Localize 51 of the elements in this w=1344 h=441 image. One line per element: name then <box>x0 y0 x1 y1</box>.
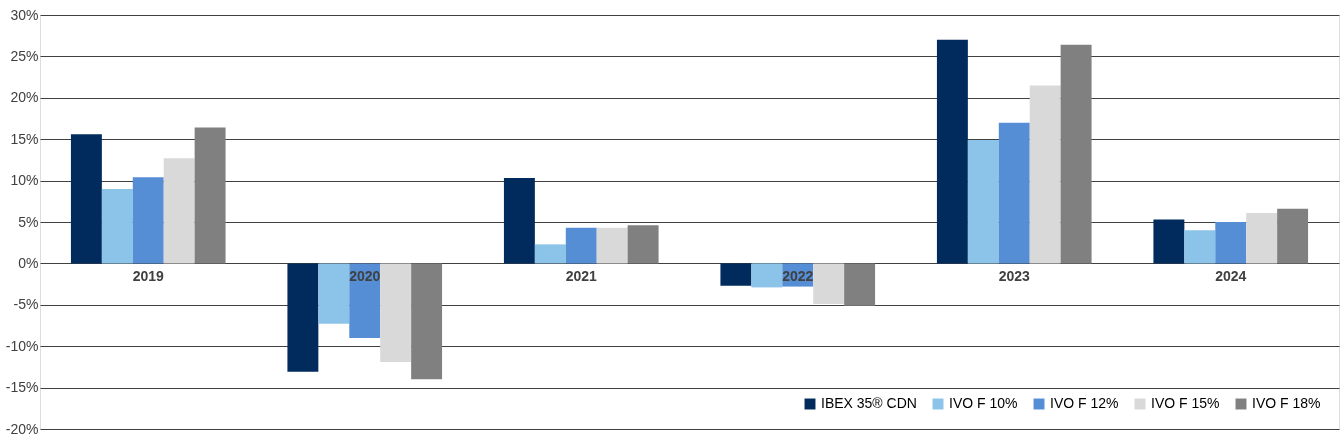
y-tick-label: 20% <box>10 89 39 106</box>
bar <box>287 263 319 372</box>
bar <box>720 263 752 286</box>
bar <box>503 178 535 264</box>
bar <box>627 225 659 264</box>
bar <box>534 244 566 264</box>
bar <box>349 263 381 338</box>
bar <box>596 227 628 264</box>
x-tick-label: 2020 <box>349 268 381 285</box>
y-tick-label: 15% <box>10 130 39 147</box>
bar <box>813 263 845 304</box>
x-tick-label: 2021 <box>565 268 598 285</box>
bar <box>1215 222 1247 264</box>
bar <box>1029 85 1061 264</box>
bar <box>1184 230 1216 264</box>
bar <box>101 188 133 264</box>
bar <box>1153 219 1185 264</box>
y-tick-label: -20% <box>5 420 39 437</box>
legend-label: IVO F 10% <box>949 395 1018 411</box>
bar <box>1060 44 1092 264</box>
bar <box>844 263 876 306</box>
bar <box>163 158 195 264</box>
x-tick-label: 2019 <box>132 268 165 285</box>
bar <box>998 122 1030 264</box>
legend-label: IBEX 35® CDN <box>821 395 917 411</box>
legend-label: IVO F 15% <box>1151 395 1220 411</box>
x-tick-label: 2024 <box>1215 268 1247 285</box>
bar <box>967 140 999 264</box>
bar <box>70 134 102 264</box>
bar <box>380 263 412 362</box>
y-tick-label: 25% <box>10 47 39 64</box>
y-tick-label: 30% <box>10 6 39 23</box>
bar <box>194 127 226 264</box>
bar <box>1246 212 1278 264</box>
bar <box>936 39 968 264</box>
bar <box>751 263 783 288</box>
y-tick-label: -10% <box>5 337 39 354</box>
x-tick-label: 2023 <box>998 268 1031 285</box>
y-tick-label: -5% <box>13 296 39 313</box>
bar <box>318 263 350 324</box>
legend-label: IVO F 18% <box>1252 395 1321 411</box>
bar <box>1277 208 1309 264</box>
y-tick-label: 10% <box>10 172 39 189</box>
bar <box>132 177 164 264</box>
bar <box>411 263 443 380</box>
legend-label: IVO F 12% <box>1050 395 1119 411</box>
y-tick-label: 0% <box>18 254 39 271</box>
y-tick-label: -15% <box>5 379 39 396</box>
x-tick-label: 2022 <box>782 268 814 285</box>
bar <box>565 227 597 264</box>
y-tick-label: 5% <box>18 213 39 230</box>
